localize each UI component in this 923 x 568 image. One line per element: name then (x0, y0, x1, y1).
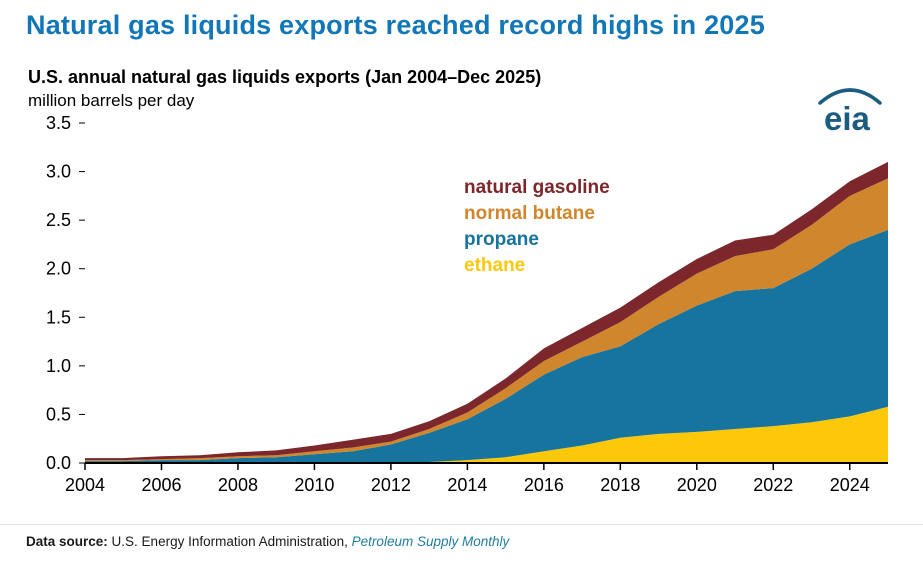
y-axis-tick-label: 1.0 (46, 356, 71, 376)
ngl-exports-stacked-area-chart: 0.0 0.5 1.0 1.5 2.0 2.5 3.0 3.5 2004 2006 2008 2010… (46, 113, 888, 495)
y-axis-tick-label: 3.5 (46, 113, 71, 133)
y-axis-tick-label: 0.0 (46, 453, 71, 473)
area-propane (85, 229, 888, 463)
x-axis-tick-label: 2020 (677, 475, 717, 495)
area-ethane (85, 406, 888, 463)
chart-area: 0.0 0.5 1.0 1.5 2.0 2.5 3.0 3.5 2004 2006 2008 2010… (0, 113, 923, 513)
x-axis-tick-label: 2012 (371, 475, 411, 495)
y-axis-tick-label: 3.0 (46, 162, 71, 182)
y-axis-tick-label: 0.5 (46, 404, 71, 424)
eia-logo-text: eia (824, 100, 871, 136)
x-axis-tick-label: 2022 (753, 475, 793, 495)
chart-header: U.S. annual natural gas liquids exports … (0, 41, 923, 111)
x-axis-tick-label: 2010 (294, 475, 334, 495)
eia-logo-swoosh-icon (818, 88, 882, 105)
chart-title: U.S. annual natural gas liquids exports … (28, 67, 542, 87)
page-title: Natural gas liquids exports reached reco… (26, 10, 765, 40)
y-axis-tick-label: 1.5 (46, 307, 71, 327)
eia-logo-graphic: eia (818, 88, 882, 137)
x-axis-tick-label: 2024 (830, 475, 870, 495)
data-source-label: Data source: (26, 534, 108, 549)
y-axis-tick-label: 2.5 (46, 210, 71, 230)
chart-units-label: million barrels per day (28, 91, 195, 110)
legend-label-natural-gasoline: natural gasoline (464, 177, 610, 198)
x-axis-tick-label: 2018 (600, 475, 640, 495)
x-axis-tick-label: 2004 (65, 475, 105, 495)
y-axis-tick-label: 2.0 (46, 259, 71, 279)
x-axis-tick-label: 2014 (447, 475, 487, 495)
legend-label-propane: propane (464, 229, 539, 250)
data-source-text: U.S. Energy Information Administration, (111, 534, 348, 549)
x-axis-tick-label: 2008 (218, 475, 258, 495)
area-normal-butane (85, 178, 888, 462)
x-axis-tick-label: 2006 (141, 475, 181, 495)
eia-logo: eia (813, 86, 887, 141)
legend-label-normal-butane: normal butane (464, 203, 595, 224)
legend-label-ethane: ethane (464, 255, 525, 276)
x-axis-tick-label: 2016 (524, 475, 564, 495)
footer: Data source: U.S. Energy Information Adm… (0, 524, 923, 568)
data-source-publication: Petroleum Supply Monthly (351, 534, 510, 549)
